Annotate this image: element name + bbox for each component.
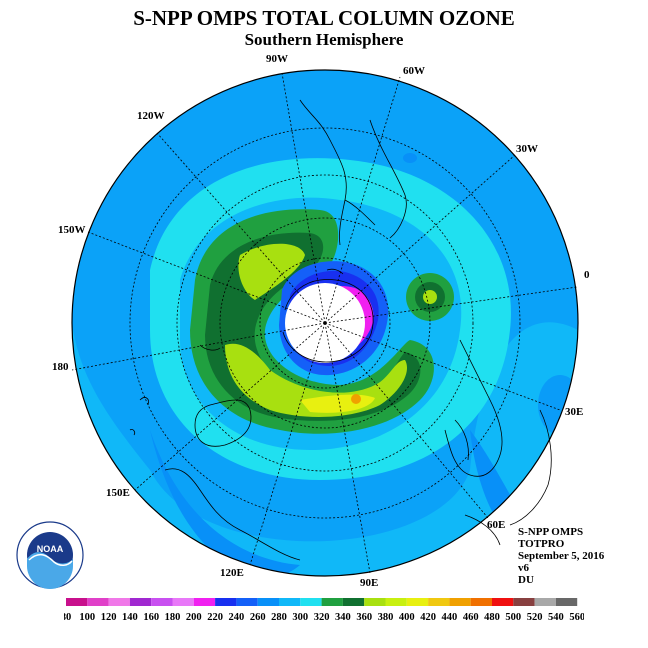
colorbar-label: 300	[292, 612, 308, 623]
colorbar-swatch	[555, 598, 578, 606]
colorbar-label: 280	[271, 612, 287, 623]
colorbar-swatch	[534, 598, 556, 606]
lon-label-90w: 90W	[266, 53, 288, 65]
logo-text: NOAA	[37, 544, 64, 554]
lon-label-120w: 120W	[137, 110, 165, 122]
graticule	[71, 72, 578, 574]
lon-label-90e: 90E	[360, 577, 378, 589]
colorbar-swatch	[342, 598, 365, 606]
colorbar-label: 260	[250, 612, 266, 623]
colorbar-swatch	[300, 598, 322, 606]
colorbar-swatch	[449, 598, 471, 606]
colorbar-swatch	[87, 598, 109, 606]
colorbar-label: 480	[484, 612, 500, 623]
colorbar-label: 80	[64, 612, 71, 623]
colorbar-label: 380	[378, 612, 394, 623]
colorbar-label: 420	[420, 612, 436, 623]
lon-label-150w: 150W	[58, 224, 86, 236]
colorbar-swatch	[321, 598, 343, 606]
colorbar-swatch	[513, 598, 535, 606]
colorbar: 80 100 120 140 160 180 200 220 240 260 280 300 320 34…	[64, 598, 584, 623]
colorbar-label: 500	[505, 612, 521, 623]
colorbar-swatch	[364, 598, 386, 606]
info-product: TOTPRO	[518, 538, 565, 550]
colorbar-swatch	[492, 598, 514, 606]
colorbar-label: 220	[207, 612, 223, 623]
colorbar-swatch	[279, 598, 301, 606]
colorbar-swatch	[257, 598, 279, 606]
lon-label-0: 0	[584, 269, 590, 281]
colorbar-swatch	[172, 598, 194, 606]
colorbar-label: 520	[527, 612, 543, 623]
colorbar-swatch	[193, 598, 216, 606]
info-version: v6	[518, 562, 529, 574]
coastlines	[129, 99, 552, 561]
lon-label-180: 180	[52, 361, 69, 373]
noaa-logo: NOAA	[16, 521, 84, 589]
colorbar-swatch	[406, 598, 429, 606]
colorbar-label: 240	[229, 612, 245, 623]
lon-label-120e: 120E	[220, 567, 244, 579]
colorbar-swatch	[470, 598, 492, 606]
colorbar-swatch	[428, 598, 450, 606]
lon-label-150e: 150E	[106, 487, 130, 499]
colorbar-swatch	[108, 598, 130, 606]
map-subtitle: Southern Hemisphere	[244, 30, 404, 49]
colorbar-label: 160	[143, 612, 159, 623]
colorbar-swatch	[385, 598, 407, 606]
product-info: S-NPP OMPS TOTPRO September 5, 2016 v6 D…	[518, 526, 604, 586]
colorbar-swatch	[151, 598, 173, 606]
colorbar-label: 200	[186, 612, 202, 623]
colorbar-label: 460	[463, 612, 479, 623]
globe-outline	[71, 69, 579, 577]
info-date: September 5, 2016	[518, 550, 605, 562]
colorbar-label: 360	[356, 612, 372, 623]
colorbar-label: 180	[165, 612, 181, 623]
colorbar-label: 540	[548, 612, 564, 623]
lon-label-30e: 30E	[565, 406, 583, 418]
colorbar-swatch	[215, 598, 237, 606]
colorbar-swatch	[129, 598, 152, 606]
info-units: DU	[518, 574, 534, 586]
colorbar-label: 400	[399, 612, 415, 623]
ozone-field	[72, 70, 578, 576]
lon-label-60e: 60E	[487, 519, 505, 531]
map-title: S-NPP OMPS TOTAL COLUMN OZONE	[133, 6, 515, 30]
colorbar-swatch	[66, 598, 88, 606]
colorbar-label: 100	[79, 612, 95, 623]
colorbar-label: 320	[314, 612, 330, 623]
colorbar-label: 560	[569, 612, 584, 623]
colorbar-label: 120	[101, 612, 117, 623]
colorbar-swatch	[236, 598, 258, 606]
colorbar-label: 440	[442, 612, 458, 623]
info-instrument: S-NPP OMPS	[518, 526, 584, 538]
lon-label-30w: 30W	[516, 143, 538, 155]
colorbar-label: 340	[335, 612, 351, 623]
colorbar-label: 140	[122, 612, 138, 623]
lon-label-60w: 60W	[403, 65, 425, 77]
